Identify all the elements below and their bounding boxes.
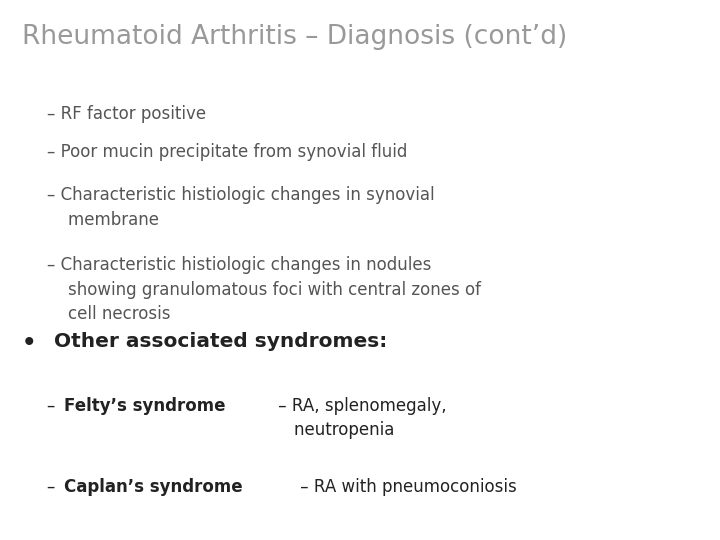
Text: Rheumatoid Arthritis – Diagnosis (cont’d): Rheumatoid Arthritis – Diagnosis (cont’d…	[22, 24, 567, 50]
Text: – Poor mucin precipitate from synovial fluid: – Poor mucin precipitate from synovial f…	[47, 143, 408, 161]
Text: – Characteristic histiologic changes in synovial
    membrane: – Characteristic histiologic changes in …	[47, 186, 434, 228]
Text: – RF factor positive: – RF factor positive	[47, 105, 206, 123]
Text: Caplan’s syndrome: Caplan’s syndrome	[64, 478, 243, 496]
Text: – RA with pneumoconiosis: – RA with pneumoconiosis	[295, 478, 517, 496]
Text: –: –	[47, 397, 60, 415]
Text: –: –	[47, 478, 60, 496]
Text: – Characteristic histiologic changes in nodules
    showing granulomatous foci w: – Characteristic histiologic changes in …	[47, 256, 481, 323]
Text: •: •	[22, 332, 36, 355]
Text: Felty’s syndrome: Felty’s syndrome	[64, 397, 226, 415]
Text: Other associated syndromes:: Other associated syndromes:	[54, 332, 387, 351]
Text: – RA, splenomegaly,
    neutropenia: – RA, splenomegaly, neutropenia	[273, 397, 446, 439]
